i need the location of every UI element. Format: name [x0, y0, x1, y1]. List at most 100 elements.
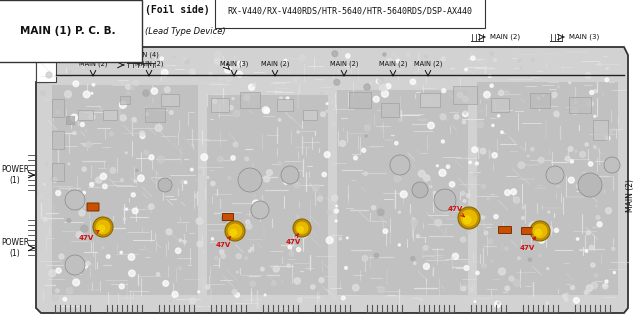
Circle shape: [43, 217, 47, 221]
Circle shape: [81, 123, 84, 127]
Circle shape: [548, 211, 550, 213]
Circle shape: [575, 101, 577, 104]
Circle shape: [239, 175, 242, 178]
Circle shape: [218, 156, 223, 162]
Text: POWER
(1): POWER (1): [1, 238, 29, 258]
Circle shape: [286, 97, 289, 99]
Circle shape: [339, 238, 342, 240]
Circle shape: [585, 250, 588, 252]
Circle shape: [481, 263, 486, 268]
Circle shape: [424, 246, 428, 250]
Polygon shape: [36, 47, 56, 82]
Circle shape: [469, 161, 472, 163]
Circle shape: [293, 219, 311, 237]
Circle shape: [372, 206, 376, 210]
Circle shape: [586, 231, 590, 235]
Circle shape: [509, 276, 514, 281]
Circle shape: [136, 169, 138, 172]
Circle shape: [522, 205, 525, 209]
Circle shape: [195, 194, 198, 198]
Circle shape: [56, 289, 60, 292]
Circle shape: [537, 97, 540, 99]
Circle shape: [518, 162, 525, 169]
Circle shape: [229, 228, 237, 237]
Circle shape: [76, 232, 83, 238]
Circle shape: [227, 223, 243, 239]
Circle shape: [342, 296, 345, 300]
Circle shape: [522, 205, 524, 207]
Circle shape: [321, 112, 325, 117]
Circle shape: [51, 177, 54, 181]
Text: ■ PRINTED CIRCUIT BOARD (Foil side): ■ PRINTED CIRCUIT BOARD (Foil side): [4, 5, 210, 15]
Circle shape: [97, 224, 106, 232]
Circle shape: [470, 288, 474, 292]
Circle shape: [449, 182, 455, 187]
Circle shape: [296, 248, 301, 252]
Circle shape: [250, 281, 255, 286]
Circle shape: [301, 232, 307, 238]
Circle shape: [248, 250, 251, 252]
Circle shape: [497, 115, 500, 117]
Circle shape: [86, 142, 92, 147]
Circle shape: [595, 205, 597, 207]
Circle shape: [589, 90, 594, 94]
Circle shape: [134, 120, 137, 122]
Circle shape: [73, 81, 79, 87]
Circle shape: [211, 238, 214, 240]
Circle shape: [493, 59, 496, 62]
Circle shape: [481, 184, 486, 189]
Bar: [66, 116, 74, 124]
Bar: [207, 95, 328, 295]
Circle shape: [546, 302, 549, 305]
Circle shape: [518, 257, 520, 260]
Circle shape: [434, 189, 456, 211]
Circle shape: [334, 79, 340, 85]
Circle shape: [484, 91, 490, 98]
Bar: [145, 108, 165, 122]
Circle shape: [68, 163, 70, 165]
Circle shape: [461, 286, 466, 291]
Circle shape: [297, 215, 299, 217]
Circle shape: [530, 221, 550, 241]
Circle shape: [490, 52, 493, 56]
Circle shape: [594, 274, 598, 277]
Circle shape: [156, 273, 160, 276]
Circle shape: [148, 204, 154, 209]
Circle shape: [565, 156, 570, 161]
Circle shape: [245, 157, 248, 161]
Circle shape: [198, 171, 201, 173]
Bar: [52, 163, 64, 181]
Circle shape: [198, 291, 200, 293]
Circle shape: [131, 86, 134, 89]
Circle shape: [128, 254, 135, 260]
Circle shape: [492, 124, 494, 127]
Bar: [453, 86, 477, 104]
Circle shape: [605, 280, 608, 283]
Circle shape: [461, 237, 466, 242]
Circle shape: [552, 96, 555, 98]
Circle shape: [465, 68, 467, 71]
Circle shape: [67, 53, 71, 58]
Circle shape: [605, 136, 610, 140]
Circle shape: [460, 206, 463, 209]
Circle shape: [575, 150, 577, 152]
Circle shape: [220, 250, 224, 254]
Circle shape: [170, 300, 172, 302]
Circle shape: [129, 270, 135, 277]
Circle shape: [86, 262, 90, 266]
Circle shape: [49, 270, 56, 277]
Circle shape: [518, 59, 521, 62]
Circle shape: [229, 106, 233, 110]
Circle shape: [604, 284, 606, 287]
Circle shape: [146, 113, 148, 116]
Circle shape: [463, 200, 466, 202]
Circle shape: [412, 182, 428, 198]
Bar: [52, 131, 64, 149]
Circle shape: [378, 286, 384, 293]
Bar: [381, 103, 399, 117]
Circle shape: [420, 298, 423, 302]
Circle shape: [138, 175, 144, 182]
Circle shape: [588, 101, 593, 107]
Circle shape: [91, 92, 93, 94]
Circle shape: [161, 70, 168, 76]
